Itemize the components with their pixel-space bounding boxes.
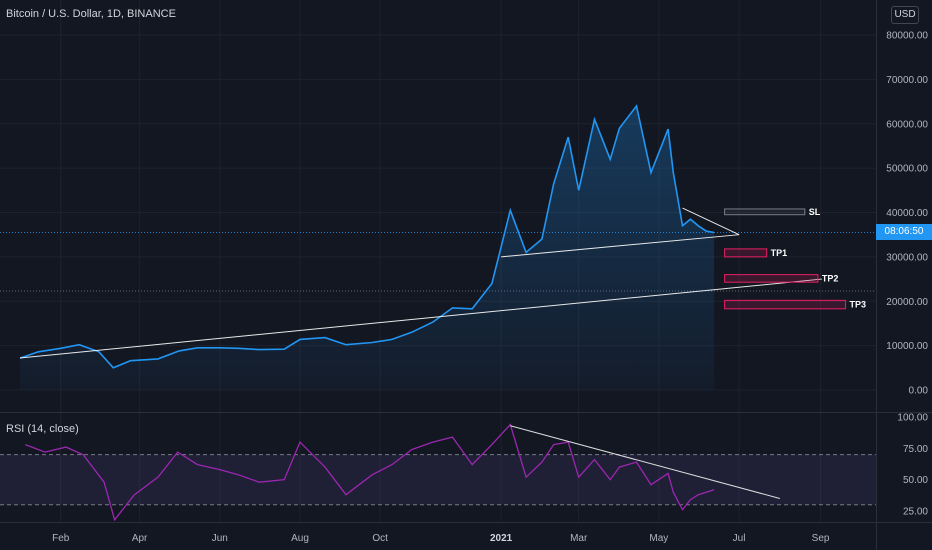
x-tick-label: Aug — [291, 533, 309, 544]
price-area-fill — [20, 106, 715, 390]
y-tick-label: 60000.00 — [886, 119, 928, 130]
y-tick-label: 30000.00 — [886, 252, 928, 263]
zone-box-sl — [724, 208, 806, 216]
rsi-y-tick-label: 25.00 — [903, 507, 928, 518]
trend-line — [19, 278, 822, 359]
y-tick-label: 20000.00 — [886, 297, 928, 308]
trend-line — [682, 207, 740, 236]
y-tick-label: 10000.00 — [886, 341, 928, 352]
zone-box-tp2 — [724, 274, 819, 283]
zone-box-tp3 — [724, 299, 847, 310]
trend-line — [501, 234, 740, 258]
x-tick-label: Feb — [52, 533, 70, 544]
rsi-y-tick-label: 100.00 — [897, 413, 928, 424]
x-tick-label: Apr — [132, 533, 148, 544]
x-tick-label: 2021 — [490, 533, 513, 544]
x-tick-label: Jun — [212, 533, 228, 544]
x-tick-label: Oct — [372, 533, 388, 544]
y-tick-label: 50000.00 — [886, 164, 928, 175]
y-tick-label: 40000.00 — [886, 208, 928, 219]
zone-label-tp2: TP2 — [822, 273, 839, 283]
x-tick-label: Mar — [570, 533, 588, 544]
x-tick-label: May — [649, 533, 668, 544]
y-tick-label: 70000.00 — [886, 75, 928, 86]
rsi-trend-line — [510, 425, 780, 499]
rsi-title: RSI (14, close) — [6, 423, 79, 435]
zone-box-tp1 — [724, 248, 768, 258]
zone-label-tp3: TP3 — [850, 300, 867, 310]
rsi-band — [0, 454, 876, 505]
rsi-y-tick-label: 50.00 — [903, 475, 928, 486]
rsi-y-tick-label: 75.00 — [903, 444, 928, 455]
zone-label-tp1: TP1 — [771, 248, 788, 258]
y-tick-label: 80000.00 — [886, 31, 928, 42]
price-tag: 08:06:50 — [876, 224, 932, 240]
y-tick-label: 0.00 — [909, 386, 929, 397]
chart-title: Bitcoin / U.S. Dollar, 1D, BINANCE — [6, 8, 176, 20]
price-series-line — [19, 104, 715, 369]
zone-label-sl: SL — [809, 207, 821, 217]
currency-badge[interactable]: USD — [891, 6, 919, 24]
x-tick-label: Jul — [733, 533, 746, 544]
rsi-series-line — [25, 423, 715, 522]
x-tick-label: Sep — [812, 533, 830, 544]
